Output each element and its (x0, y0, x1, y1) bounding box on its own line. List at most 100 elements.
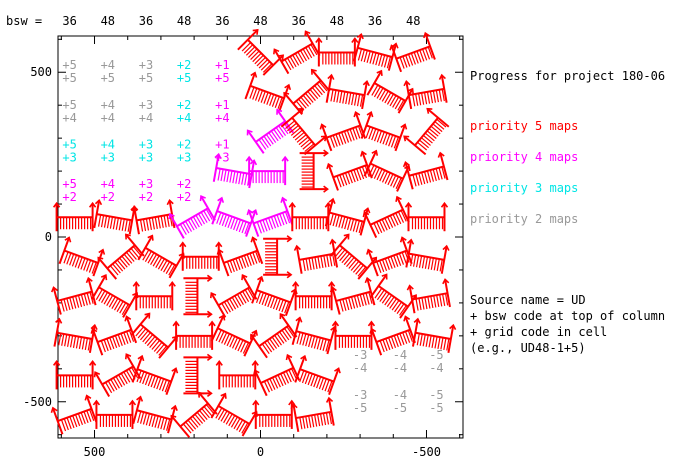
map-tooth (333, 90, 337, 103)
map-tooth (69, 253, 75, 266)
map-arrow (252, 399, 260, 406)
map-tooth (397, 99, 405, 111)
map-tooth (428, 335, 432, 348)
map-tooth (128, 249, 137, 260)
map-tooth (223, 412, 231, 424)
map-tooth (182, 222, 190, 234)
map-glyph (360, 110, 408, 152)
map-tooth (100, 292, 109, 304)
map-tooth (299, 332, 304, 345)
map-tooth (259, 220, 265, 233)
map-tooth (185, 421, 194, 432)
map-tooth (58, 333, 62, 346)
map-glyph (52, 360, 97, 390)
map-tooth (338, 215, 343, 228)
map-tooth (69, 335, 74, 348)
map-arrow (304, 30, 311, 37)
map-arrow (250, 333, 257, 340)
map-tooth (150, 375, 156, 388)
map-arrow (125, 233, 131, 240)
map-tooth (269, 338, 278, 349)
map-tooth (160, 259, 168, 271)
map-tooth (416, 333, 420, 346)
map-tooth (221, 332, 228, 344)
map-spine (411, 292, 448, 301)
map-tooth (189, 417, 199, 428)
map-tooth (368, 127, 374, 140)
chart-title: Progress for project 180-06 (470, 69, 665, 83)
map-glyph (50, 276, 97, 315)
map-tooth (158, 345, 167, 356)
map-tooth (279, 213, 285, 226)
map-tooth (108, 296, 116, 308)
map-tooth (106, 295, 114, 307)
map-arrow (438, 73, 446, 80)
map-tooth (151, 217, 155, 230)
map-spine (295, 330, 332, 342)
map-tooth (322, 339, 327, 351)
map-spine (326, 124, 361, 139)
map-tooth (314, 85, 323, 96)
map-tooth (288, 124, 299, 134)
bsw-code-6: 36 (291, 14, 305, 28)
map-tooth (132, 246, 142, 257)
map-arrow (249, 159, 258, 166)
map-arrow (329, 238, 337, 245)
map-tooth (254, 89, 261, 101)
map-tooth (203, 210, 211, 222)
map-tooth (74, 255, 80, 268)
map-tooth (439, 259, 443, 272)
map-tooth (384, 92, 392, 104)
map-tooth (112, 377, 120, 389)
map-tooth (226, 261, 233, 274)
map-tooth (155, 256, 163, 268)
map-glyph (366, 236, 413, 277)
map-tooth (352, 219, 358, 232)
map-tooth (444, 293, 449, 306)
map-tooth (373, 86, 381, 98)
map-tooth (91, 262, 97, 274)
map-tooth (436, 258, 440, 271)
map-tooth (74, 295, 80, 308)
map-tooth (266, 340, 275, 351)
map-tooth (100, 340, 106, 353)
map-tooth (242, 291, 250, 303)
map-tooth (373, 222, 380, 235)
map-tooth (348, 258, 357, 269)
map-glyph (168, 194, 216, 239)
map-tooth (268, 132, 277, 143)
map-tooth (226, 300, 234, 312)
grid-code-row: +4 (62, 111, 76, 125)
map-tooth (390, 175, 397, 187)
map-tooth (237, 339, 244, 352)
map-arrow (286, 235, 293, 243)
map-tooth (244, 173, 248, 186)
map-tooth (304, 92, 314, 103)
map-tooth (118, 374, 126, 386)
map-tooth (69, 416, 75, 429)
map-tooth (63, 251, 69, 264)
map-tooth (265, 134, 274, 145)
map-tooth (269, 378, 276, 390)
map-arrow (280, 196, 288, 203)
map-tooth (318, 81, 328, 92)
map-tooth (437, 336, 441, 349)
map-spine (179, 402, 209, 428)
map-tooth (376, 289, 385, 301)
legend: priority 5 maps priority 4 maps priority 3… (470, 119, 578, 226)
map-arrow (360, 150, 367, 157)
map-arrow (94, 199, 103, 206)
map-tooth (115, 217, 119, 230)
map-tooth (142, 332, 151, 343)
x-tick-label: -500 (412, 445, 441, 459)
grid-code-col: +2 (177, 98, 191, 112)
map-tooth (393, 335, 399, 347)
map-spine (260, 366, 294, 384)
map-tooth (355, 126, 361, 139)
map-tooth (269, 94, 275, 106)
map-tooth (230, 217, 236, 230)
map-tooth (72, 415, 78, 428)
map-tooth (125, 370, 133, 382)
map-tooth (402, 56, 408, 68)
map-tooth (157, 216, 161, 229)
